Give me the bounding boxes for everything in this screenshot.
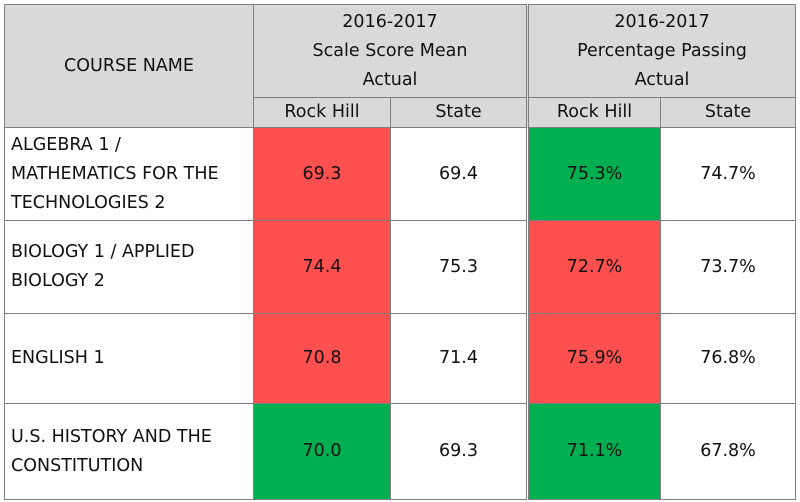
course-name-line: BIOLOGY 1 / APPLIED bbox=[11, 242, 195, 262]
pp-state-cell: 73.7% bbox=[659, 220, 797, 314]
cell-value: 70.0 bbox=[302, 441, 342, 461]
ssm-rock-hill-cell: 70.8 bbox=[253, 313, 391, 404]
pp-rock-hill-header: Rock Hill bbox=[526, 97, 661, 128]
ssm-state-cell: 69.4 bbox=[390, 127, 528, 221]
ssm-state-cell: 69.3 bbox=[390, 403, 528, 500]
cell-value: 72.7% bbox=[566, 256, 623, 277]
pp-rock-hill-cell: 71.1% bbox=[526, 403, 661, 500]
pp-state-cell: 67.8% bbox=[659, 403, 797, 500]
table-body: ALGEBRA 1 / MATHEMATICS FOR THE TECHNOLOGI… bbox=[4, 127, 797, 500]
scale-score-year: 2016-2017 bbox=[342, 11, 438, 32]
percentage-passing-year: 2016-2017 bbox=[614, 11, 710, 32]
cell-value: 73.7% bbox=[700, 256, 756, 277]
ssm-rock-hill-cell: 70.0 bbox=[253, 403, 391, 500]
cell-value: 67.8% bbox=[700, 441, 756, 461]
percentage-passing-header: 2016-2017 Percentage Passing Actual bbox=[525, 4, 797, 98]
percentage-passing-title: Percentage Passing bbox=[577, 40, 747, 61]
header-row: COURSE NAME 2016-2017 Scale Score Mean A… bbox=[4, 4, 797, 128]
course-name-cell: ENGLISH 1 bbox=[4, 313, 254, 404]
ssm-state-cell: 71.4 bbox=[390, 313, 528, 404]
pp-state-cell: 74.7% bbox=[659, 127, 797, 221]
ssm-rock-hill-cell: 69.3 bbox=[253, 127, 391, 221]
cell-value: 75.3% bbox=[566, 163, 623, 184]
cell-value: 75.9% bbox=[566, 348, 623, 368]
pp-rock-hill-cell: 75.3% bbox=[526, 127, 661, 221]
table-row: ENGLISH 1 70.8 71.4 75.9% 76.8% bbox=[4, 313, 797, 404]
course-name-line: U.S. HISTORY AND THE bbox=[11, 426, 212, 447]
course-name-header-label: COURSE NAME bbox=[64, 55, 194, 76]
cell-value: 71.4 bbox=[439, 348, 478, 368]
scale-score-actual: Actual bbox=[362, 69, 418, 90]
course-name-line: ALGEBRA 1 / bbox=[11, 134, 121, 155]
cell-value: 70.8 bbox=[302, 348, 342, 368]
course-name-cell: ALGEBRA 1 / MATHEMATICS FOR THE TECHNOLOGI… bbox=[4, 127, 254, 221]
ssm-state-cell: 75.3 bbox=[390, 220, 528, 314]
course-name-cell: U.S. HISTORY AND THE CONSTITUTION bbox=[4, 403, 254, 500]
ssm-rock-hill-header: Rock Hill bbox=[253, 97, 391, 128]
subheader-row: Rock Hill State Rock Hill State bbox=[5, 97, 797, 128]
scale-score-mean-header: 2016-2017 Scale Score Mean Actual bbox=[253, 4, 528, 98]
course-name-line: TECHNOLOGIES 2 bbox=[11, 192, 166, 213]
table-row: BIOLOGY 1 / APPLIED BIOLOGY 2 74.4 75.3 7… bbox=[4, 220, 797, 314]
table-row: U.S. HISTORY AND THE CONSTITUTION 70.0 69… bbox=[4, 403, 797, 500]
cell-value: 74.7% bbox=[700, 163, 756, 184]
course-name-line: ENGLISH 1 bbox=[11, 348, 105, 368]
cell-value: 69.3 bbox=[302, 163, 342, 184]
pp-state-header: State bbox=[659, 97, 797, 128]
course-name-line: MATHEMATICS FOR THE bbox=[11, 163, 219, 184]
course-name-header: COURSE NAME bbox=[4, 4, 254, 128]
course-name-line: CONSTITUTION bbox=[11, 455, 144, 476]
cell-value: 71.1% bbox=[566, 441, 623, 461]
ssm-state-header: State bbox=[390, 97, 528, 128]
table-row: ALGEBRA 1 / MATHEMATICS FOR THE TECHNOLOGI… bbox=[4, 127, 797, 221]
cell-value: 74.4 bbox=[302, 256, 342, 277]
pp-rock-hill-cell: 72.7% bbox=[526, 220, 661, 314]
cell-value: 75.3 bbox=[439, 256, 478, 277]
cell-value: 69.3 bbox=[439, 441, 478, 461]
ssm-rock-hill-cell: 74.4 bbox=[253, 220, 391, 314]
course-name-cell: BIOLOGY 1 / APPLIED BIOLOGY 2 bbox=[4, 220, 254, 314]
pp-rock-hill-cell: 75.9% bbox=[526, 313, 661, 404]
cell-value: 76.8% bbox=[700, 348, 756, 368]
course-name-line: BIOLOGY 2 bbox=[11, 271, 105, 291]
scale-score-title: Scale Score Mean bbox=[312, 40, 468, 61]
cell-value: 69.4 bbox=[439, 163, 478, 184]
percentage-passing-actual: Actual bbox=[634, 69, 690, 90]
pp-state-cell: 76.8% bbox=[659, 313, 797, 404]
scores-table: COURSE NAME 2016-2017 Scale Score Mean A… bbox=[4, 4, 797, 500]
